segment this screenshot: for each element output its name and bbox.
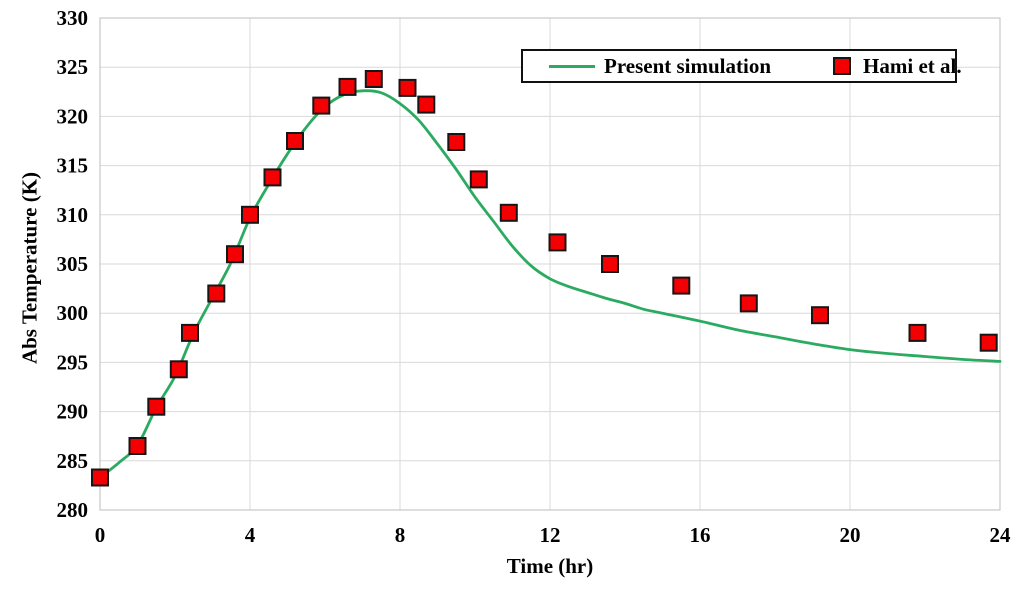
hami-data-point [739, 294, 758, 313]
hami-data-point [207, 284, 226, 303]
y-tick-label: 285 [57, 449, 89, 473]
hami-data-point [181, 323, 199, 342]
hami-data-point [499, 203, 518, 222]
hami-data-point [548, 233, 567, 252]
y-axis-tick-labels: 280 285 290 295 300 305 310 315 320 325 330 [57, 6, 89, 522]
x-tick-label: 24 [990, 523, 1012, 547]
hami-data-point [398, 78, 417, 97]
scatter-markers [91, 70, 998, 487]
hami-data-point [417, 95, 436, 114]
hami-data-point [91, 468, 109, 487]
hami-data-point [147, 397, 166, 416]
y-tick-label: 280 [57, 498, 89, 522]
y-tick-label: 305 [57, 252, 89, 276]
legend-label-hami-et-al: Hami et al. [863, 53, 962, 78]
hami-data-point [908, 323, 927, 342]
hami-data-point [241, 205, 259, 224]
hami-data-point [979, 333, 998, 352]
y-tick-label: 295 [57, 350, 89, 374]
series-lines [98, 89, 1002, 479]
present-simulation-line [98, 89, 1002, 479]
hami-data-point [128, 437, 147, 455]
y-tick-label: 315 [57, 154, 89, 178]
x-axis-tick-labels: 0 4 8 12 16 20 24 [95, 523, 1011, 547]
legend: Present simulation Hami et al. [521, 49, 962, 83]
x-tick-label: 0 [95, 523, 106, 547]
hami-data-point [469, 170, 488, 189]
x-tick-label: 12 [540, 523, 561, 547]
hami-data-point [263, 168, 282, 187]
y-tick-label: 300 [57, 301, 89, 325]
hami-data-point [447, 133, 466, 151]
legend-label-present-simulation: Present simulation [604, 53, 772, 78]
x-tick-label: 8 [395, 523, 406, 547]
y-axis-title: Abs Temperature (K) [17, 171, 42, 365]
x-axis-title: Time (hr) [506, 554, 594, 578]
hami-data-point [169, 360, 188, 379]
plot-border [99, 17, 1001, 511]
hami-data-point [312, 96, 331, 115]
hami-data-point [672, 276, 691, 295]
gridlines [99, 17, 1001, 511]
y-tick-label: 310 [57, 203, 89, 227]
x-tick-label: 20 [840, 523, 861, 547]
y-tick-label: 330 [57, 6, 89, 30]
legend-line-swatch [549, 64, 595, 68]
hami-data-point [226, 245, 244, 264]
y-tick-label: 325 [57, 55, 89, 79]
plot-border-group [99, 17, 1001, 511]
y-tick-label: 320 [57, 104, 89, 128]
hami-data-point [338, 77, 357, 96]
hami-data-point [601, 255, 619, 273]
x-tick-label: 4 [245, 523, 256, 547]
hami-data-point [811, 306, 829, 325]
x-tick-label: 16 [690, 523, 711, 547]
hami-data-point [286, 132, 304, 150]
legend-square-swatch [833, 57, 852, 75]
hami-data-point [364, 70, 383, 88]
y-tick-label: 290 [57, 400, 89, 424]
